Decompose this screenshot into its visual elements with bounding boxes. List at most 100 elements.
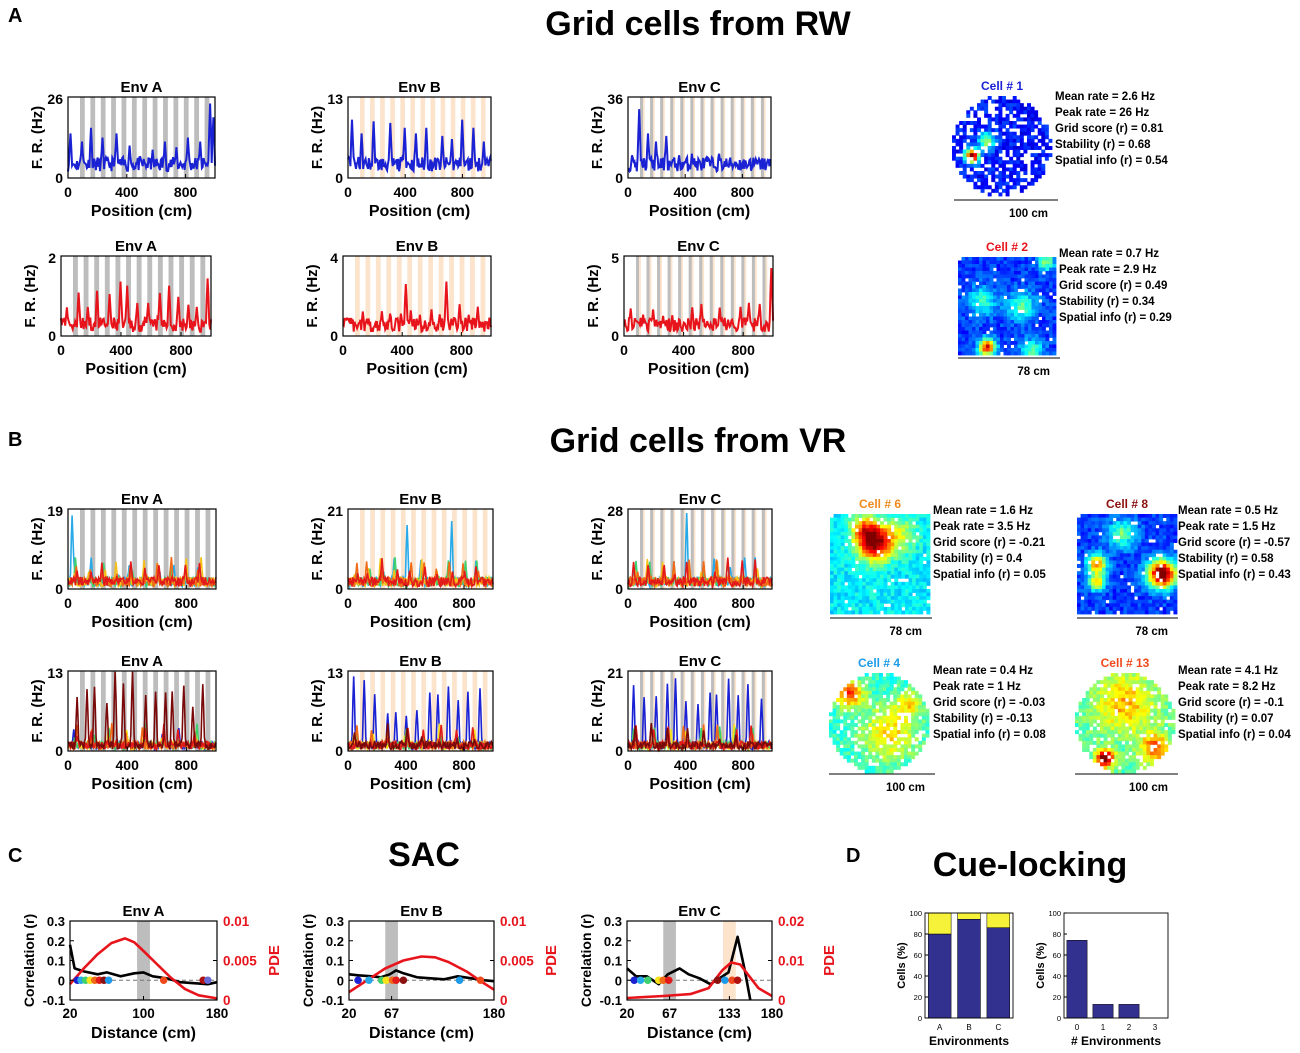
rate-map-pixel <box>1146 683 1151 688</box>
rate-map-pixel <box>1080 574 1085 579</box>
rate-map-pixel <box>1094 606 1099 611</box>
rate-map-pixel <box>965 257 969 261</box>
rate-map-pixel <box>1130 549 1135 554</box>
rate-map-pixel <box>1123 528 1128 533</box>
rate-map-pixel <box>962 167 967 172</box>
rate-map-pixel <box>896 758 901 763</box>
rate-map-pixel <box>851 539 856 543</box>
rate-map-pixel <box>1112 606 1117 611</box>
rate-map-pixel <box>908 524 913 529</box>
rate-map-pixel <box>844 549 849 554</box>
rate-map-pixel <box>980 135 985 140</box>
rate-map-pixel <box>830 528 834 533</box>
rate-map-pixel <box>1044 135 1049 140</box>
rate-map-pixel <box>1119 603 1124 608</box>
rate-map-pixel <box>1132 726 1137 731</box>
rate-map-pixel <box>1003 260 1008 265</box>
rate-map-pixel <box>1052 306 1057 310</box>
rate-map-pixel <box>1112 567 1117 572</box>
rate-map-c8: Cell # 8 <box>1077 497 1178 615</box>
rate-map-pixel <box>1078 726 1083 731</box>
rate-map-pixel <box>1155 596 1160 601</box>
rate-map-pixel <box>1102 603 1106 608</box>
rate-map-pixel <box>979 348 983 352</box>
rate-map-pixel <box>958 274 962 279</box>
rate-map-pixel <box>830 531 834 536</box>
rate-map-pixel <box>1102 592 1106 597</box>
rate-map-pixel <box>1130 542 1135 547</box>
rate-map-pixel <box>839 748 844 752</box>
rate-map-pixel <box>861 708 866 713</box>
rate-map-pixel <box>851 589 856 593</box>
y-tick-label: 0.3 <box>47 914 65 929</box>
rate-map-pixel <box>1024 285 1029 289</box>
rate-map-pixel <box>1125 694 1129 699</box>
rate-map-pixel <box>1003 334 1008 338</box>
rate-map-pixel <box>890 581 895 586</box>
rate-map-pixel <box>897 592 902 597</box>
rate-map-pixel <box>1105 553 1110 558</box>
rate-map-pixel <box>1010 302 1015 307</box>
rate-map-pixel <box>926 521 931 526</box>
rate-map-pixel <box>1003 302 1008 307</box>
rate-map-pixel <box>893 744 898 749</box>
rate-map-pixel <box>854 723 858 727</box>
rate-map-pixel <box>977 135 981 140</box>
rate-map-pixel <box>880 606 884 611</box>
rate-map-pixel <box>1141 567 1146 572</box>
rate-map-pixel <box>1114 676 1119 681</box>
x-tick-label: 800 <box>169 342 193 358</box>
rate-map-pixel <box>973 128 978 133</box>
rate-map-pixel <box>1153 737 1158 742</box>
rate-map-pixel <box>1028 330 1032 335</box>
rate-map-pixel <box>1155 539 1160 543</box>
rate-map-pixel <box>1123 531 1128 536</box>
rate-map-pixel <box>905 560 909 565</box>
rate-map-pixel <box>889 712 894 717</box>
y-tick-label: -0.1 <box>43 993 65 1008</box>
rate-map-pixel <box>1144 524 1149 529</box>
rate-map-pixel <box>982 327 987 331</box>
rate-map-pixel <box>1128 733 1133 738</box>
cell-stat-line: Peak rate = 1.5 Hz <box>1178 521 1276 533</box>
cue-band <box>136 256 142 336</box>
cue-band <box>104 256 110 336</box>
rate-map-pixel <box>883 610 888 615</box>
rate-map-pixel <box>1042 264 1046 268</box>
rate-map-pixel <box>961 260 966 265</box>
rate-map-pixel <box>1003 337 1008 342</box>
rate-map-pixel <box>1005 103 1010 108</box>
rate-map-pixel <box>1005 160 1010 165</box>
rate-map-pixel <box>1080 535 1085 540</box>
rate-map-pixel <box>830 589 834 593</box>
rate-map-pixel <box>1096 758 1101 763</box>
rate-map-pixel <box>1017 348 1022 352</box>
rate-map-pixel <box>1045 260 1050 265</box>
rate-map-pixel <box>1052 327 1057 331</box>
plot-frame <box>348 920 495 1001</box>
rate-map-pixel <box>977 185 981 190</box>
rate-map-pixel <box>1038 278 1043 282</box>
rate-map-pixel <box>965 309 969 314</box>
rate-map-pixel <box>905 531 909 536</box>
rate-map-pixel <box>982 341 987 345</box>
rate-map-pixel <box>1107 705 1112 710</box>
rate-map-pixel <box>1105 589 1110 593</box>
rate-map-pixel <box>915 571 920 576</box>
rate-map-pixel <box>1125 687 1129 692</box>
rate-map-pixel <box>1114 758 1119 763</box>
rate-map-pixel <box>1098 524 1103 529</box>
rate-map-pixel <box>1132 694 1137 699</box>
rate-map-pixel <box>958 271 962 275</box>
rate-map-pixel <box>973 174 978 179</box>
rate-map-pixel <box>832 737 837 742</box>
rate-map-pixel <box>854 730 858 735</box>
rate-map-pixel <box>1102 610 1106 615</box>
rate-map-pixel <box>915 549 920 554</box>
rate-map-pixel <box>1173 524 1178 529</box>
rate-map-pixel <box>1139 708 1144 713</box>
rate-map-pixel <box>972 316 976 321</box>
rate-map-pixel <box>882 705 887 710</box>
rate-map-pixel <box>894 553 899 558</box>
